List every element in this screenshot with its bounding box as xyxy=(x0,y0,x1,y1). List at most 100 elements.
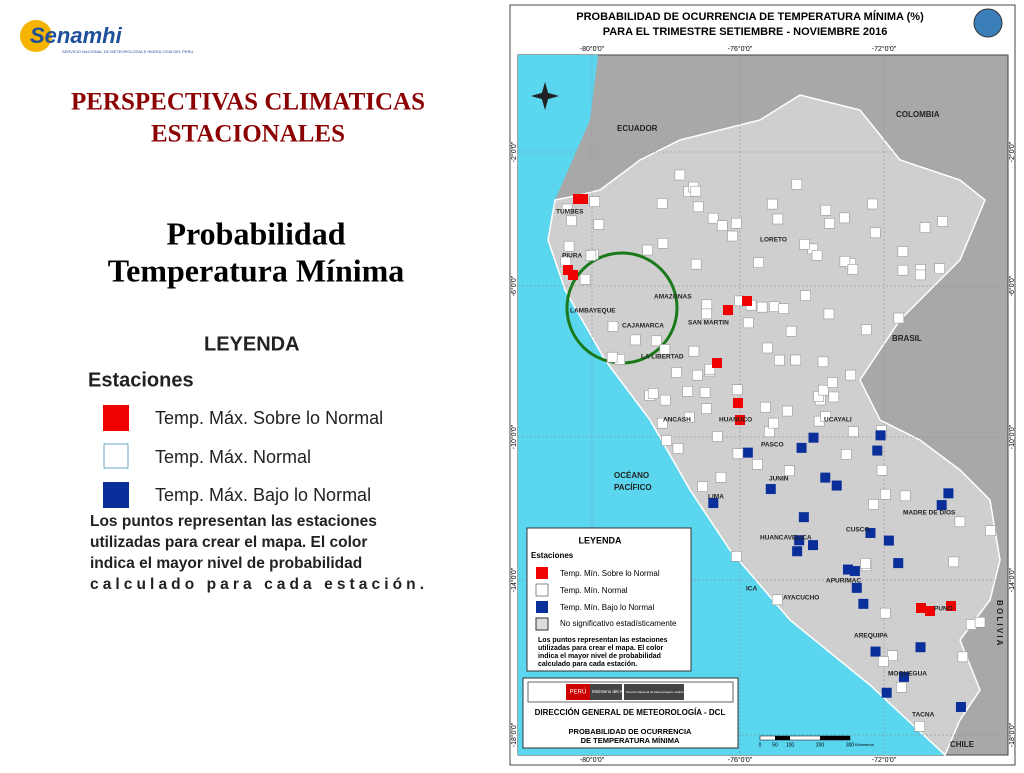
country-label: BRASIL xyxy=(892,334,922,343)
station xyxy=(914,721,925,732)
station xyxy=(772,213,784,225)
station xyxy=(936,500,947,511)
region-label: HUANUCO xyxy=(719,417,752,424)
station xyxy=(808,540,819,551)
country-label: ECUADOR xyxy=(617,124,658,133)
station xyxy=(800,290,811,301)
map-legend-item: Temp. Mín. Normal xyxy=(560,586,628,595)
station xyxy=(883,535,894,546)
station xyxy=(875,430,886,441)
station xyxy=(690,258,702,270)
region-label: APURIMAC xyxy=(826,578,861,585)
lon-label: -76°0'0" xyxy=(728,45,753,53)
station xyxy=(811,249,823,261)
station xyxy=(899,490,911,502)
lat-label: -6°0'0" xyxy=(510,275,518,296)
station xyxy=(818,384,829,396)
region-label: AMAZONAS xyxy=(654,294,692,301)
country-label: PACÍFICO xyxy=(614,483,652,492)
station xyxy=(630,334,641,346)
station xyxy=(561,203,573,215)
country-label: COLOMBIA xyxy=(896,110,940,119)
station xyxy=(845,369,856,381)
station xyxy=(733,398,743,408)
region-label: PUNO xyxy=(934,606,953,613)
station xyxy=(778,303,789,314)
station xyxy=(688,345,700,357)
station xyxy=(731,217,742,229)
legend-swatch xyxy=(103,482,129,508)
station xyxy=(899,671,910,682)
logo-subtitle: SERVICIO NACIONAL DE METEOROLOGIA E HIDR… xyxy=(62,49,193,54)
station xyxy=(697,481,708,492)
footer-ministry: Ministerio del Ambiente xyxy=(592,689,639,694)
footer-badge xyxy=(624,684,684,700)
station xyxy=(916,603,926,613)
map-subtitle: PARA EL TRIMESTRE SETIEMBRE - NOVIEMBRE … xyxy=(603,26,888,38)
station xyxy=(954,516,966,528)
map-legend-note: utilizadas para crear el mapa. El color xyxy=(538,645,664,652)
station xyxy=(684,411,695,423)
logo-icon xyxy=(973,8,1003,38)
region-label: CUSCO xyxy=(846,527,869,534)
station xyxy=(897,264,909,276)
station xyxy=(579,274,591,285)
map-legend-subtitle: Estaciones xyxy=(531,551,574,560)
lat-label: -14°0'0" xyxy=(510,567,518,592)
lat-label: -10°0'0" xyxy=(510,424,518,449)
station xyxy=(839,256,851,267)
station xyxy=(880,488,891,500)
region-label: MADRE DE DIOS xyxy=(903,510,956,517)
lon-label: -76°0'0" xyxy=(728,756,753,764)
station xyxy=(682,386,693,397)
legend-swatch xyxy=(103,443,129,469)
station xyxy=(568,270,578,280)
station xyxy=(831,480,842,491)
region-label: LIMA xyxy=(708,494,724,501)
scale-label: 0 xyxy=(759,742,762,748)
map-legend-note: indica el mayor nivel de probabilidad xyxy=(538,653,661,660)
map-title: PROBABILIDAD DE OCURRENCIA DE TEMPERATUR… xyxy=(576,10,924,23)
legend-note: calculado para cada estación. xyxy=(90,576,424,593)
station xyxy=(731,384,743,396)
legend-subtitle: Estaciones xyxy=(88,369,194,391)
station xyxy=(642,244,653,256)
map-legend-swatch xyxy=(535,583,549,597)
lat-label: -2°0'0" xyxy=(510,141,518,162)
station xyxy=(860,558,871,569)
station xyxy=(867,198,878,210)
map-legend-note: calculado para cada estación. xyxy=(538,661,637,668)
station xyxy=(798,512,809,523)
lon-label: -72°0'0" xyxy=(872,45,897,53)
legend-note: indica el mayor nivel de probabilidad xyxy=(90,555,362,572)
station xyxy=(820,204,832,216)
station xyxy=(771,594,783,606)
station xyxy=(659,344,671,355)
subtitle: Probabilidad xyxy=(166,215,345,251)
station xyxy=(774,354,785,366)
region-label: TACNA xyxy=(912,712,935,719)
station xyxy=(727,230,738,242)
station xyxy=(893,312,905,324)
station xyxy=(934,263,945,274)
station xyxy=(731,551,742,562)
station xyxy=(879,607,891,619)
station xyxy=(732,448,744,459)
scale-bar xyxy=(820,736,850,740)
station xyxy=(712,431,723,442)
station xyxy=(876,464,888,476)
lat-label: -6°0'0" xyxy=(1008,275,1016,296)
scale-label: 100 xyxy=(786,742,795,748)
station xyxy=(790,354,802,366)
station xyxy=(820,411,831,422)
station xyxy=(851,582,862,593)
logo-text: Senamhi xyxy=(30,23,123,48)
scale-bar xyxy=(775,736,790,740)
legend-item: Temp. Máx. Normal xyxy=(155,447,311,467)
map-legend xyxy=(526,527,692,672)
region-label: ICA xyxy=(746,586,758,593)
station xyxy=(791,179,803,190)
station xyxy=(701,403,712,414)
station xyxy=(808,432,819,443)
station xyxy=(563,240,575,252)
